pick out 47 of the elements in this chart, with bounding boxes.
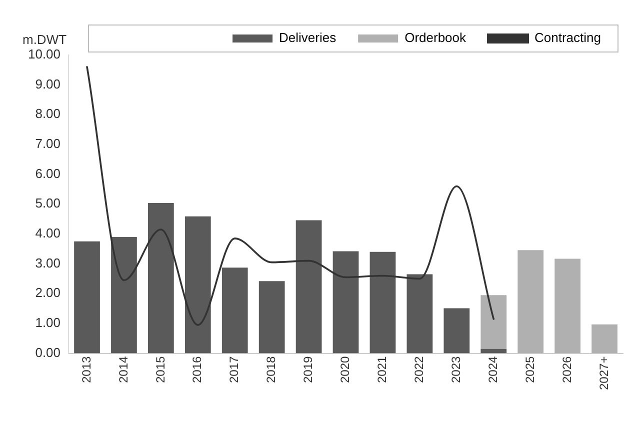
bar [406,274,433,354]
x-tick-label: 2024 [486,356,500,383]
bar [111,236,137,354]
bar [480,348,507,354]
bar [480,295,507,349]
bar [554,258,580,354]
bar [74,241,100,354]
x-tick-label: 2021 [375,356,390,383]
y-tick-label: 9.00 [35,76,61,92]
x-tick-label: 2016 [190,356,204,383]
x-tick-label: 2023 [448,356,463,383]
y-tick-label: 10.00 [28,46,61,62]
y-tick-label: 6.00 [35,166,61,181]
x-tick-label: 2019 [301,356,316,383]
bar [592,324,618,354]
bar [148,202,174,354]
y-tick-label: 8.00 [35,106,61,122]
y-tick-label: 3.00 [35,255,61,270]
bar [518,250,544,354]
legend-label: Deliveries [279,30,337,46]
y-tick-label: 2.00 [35,285,61,300]
bar [370,252,396,354]
x-tick-label: 2017 [227,356,242,383]
bar [444,308,470,354]
x-tick-label: 2027+ [596,356,611,390]
x-tick-label: 2020 [338,356,352,383]
x-tick-label: 2025 [522,356,537,383]
x-tick-label: 2026 [560,356,574,383]
y-tick-label: 1.00 [35,315,61,330]
x-tick-label: 2015 [153,356,168,383]
x-tick-label: 2013 [79,356,94,383]
bar [222,268,248,354]
x-tick-label: 2022 [412,356,426,383]
legend-label: Contracting [534,30,602,46]
y-tick-label: 5.00 [35,196,61,211]
bar [332,251,359,354]
line-series [86,66,495,326]
x-tick-label: 2014 [116,356,130,383]
y-tick-label: 4.00 [35,226,61,241]
legend-label: Orderbook [404,30,467,46]
bar [258,281,285,354]
x-tick-label: 2018 [264,356,278,383]
y-tick-label: 0.00 [35,344,61,360]
y-tick-label: 7.00 [35,136,61,152]
bar [296,220,322,354]
y-axis-title: m.DWT [22,32,67,48]
bar [184,216,211,354]
